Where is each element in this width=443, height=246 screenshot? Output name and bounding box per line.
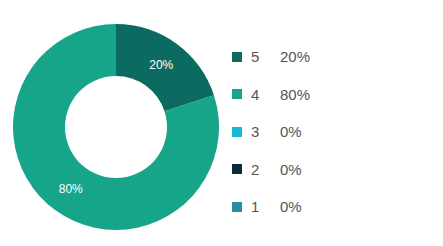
html-text:2: 2 bbox=[251, 160, 260, 178]
html-text:5: 5 bbox=[251, 48, 260, 66]
html-text:0%: 0% bbox=[280, 123, 302, 141]
html-text:20%: 20% bbox=[280, 48, 310, 66]
svg-text:20%: 20% bbox=[149, 58, 173, 72]
html-text:80%: 80% bbox=[280, 85, 310, 103]
svg-text:80%: 80% bbox=[59, 182, 83, 196]
html-text:0%: 0% bbox=[280, 160, 302, 178]
html-text:0%: 0% bbox=[280, 198, 302, 216]
html-text:4: 4 bbox=[251, 85, 260, 103]
html-text:3: 3 bbox=[251, 123, 260, 141]
html-text:1: 1 bbox=[251, 198, 260, 216]
